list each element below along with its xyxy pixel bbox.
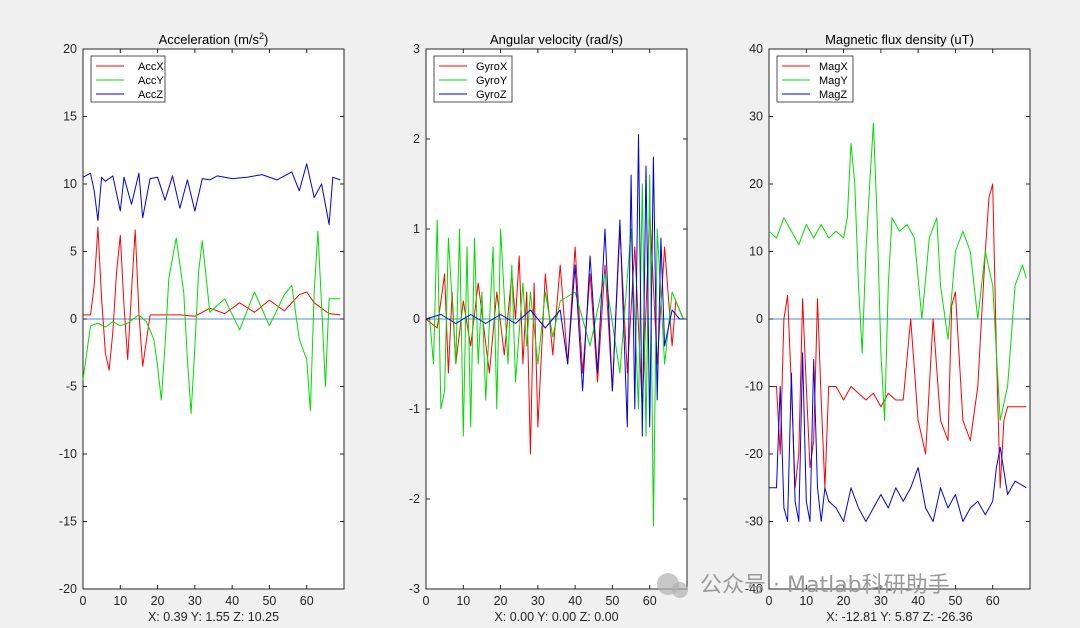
x-tick-label: 40 (568, 594, 582, 608)
y-tick-label: -2 (409, 492, 420, 506)
axes-title: Magnetic flux density (uT) (825, 32, 974, 47)
y-tick-label: 15 (63, 110, 77, 124)
y-tick-label: 20 (749, 177, 763, 191)
series-line-gyroz (425, 134, 684, 437)
y-tick-label: -20 (745, 447, 763, 461)
series-line-magz (769, 352, 1027, 522)
series-line-accz (82, 163, 341, 225)
series-line-magx (769, 183, 1027, 489)
axes-acceleration[interactable]: 0 10 20 30 40 50 60 -20 -15 -10 -5 0 5 10 15 20 Acceler… (59, 31, 345, 624)
x-tick-label: 0 (423, 594, 430, 608)
y-tick-label: -10 (745, 380, 763, 394)
x-tick-label: 30 (531, 594, 545, 608)
tick-group: 0 10 20 30 40 50 60 -20 -15 -10 -5 0 5 10 15 20 (59, 42, 344, 608)
legend-label-accz: AccZ (138, 89, 163, 101)
watermark: 公众号 · Matlab科研助手 (657, 573, 950, 598)
cursor-readout: X: -12.81 Y: 5.87 Z: -26.36 (826, 610, 972, 624)
axes-title: Angular velocity (rad/s) (490, 32, 623, 47)
axes-title: Acceleration (m/s2) (159, 31, 269, 47)
legend-label-accx: AccX (138, 61, 164, 73)
cursor-readout: X: 0.00 Y: 0.00 Z: 0.00 (494, 610, 618, 624)
legend-label-accy: AccY (138, 75, 164, 87)
legend[interactable]: MagX MagY MagZ (776, 55, 854, 103)
x-tick-label: 0 (766, 594, 773, 608)
x-tick-label: 20 (837, 594, 851, 608)
y-tick-label: 10 (63, 177, 77, 191)
x-tick-label: 10 (456, 594, 470, 608)
y-tick-label: 5 (70, 245, 77, 259)
series-line-gyroy (426, 174, 684, 527)
legend-label-gyrox: GyroX (476, 61, 508, 73)
y-tick-label: 0 (756, 312, 763, 326)
y-tick-label: -30 (745, 515, 763, 529)
x-tick-label: 50 (262, 594, 276, 608)
legend-label-gyroz: GyroZ (476, 89, 507, 101)
x-tick-label: 50 (948, 594, 962, 608)
y-tick-label: -15 (59, 515, 77, 529)
title-superscript: 2 (259, 31, 264, 41)
y-tick-label: 10 (749, 245, 763, 259)
tick-group: 0 10 20 30 40 50 60 -3 -2 -1 0 1 2 3 (409, 42, 687, 608)
y-tick-label: 1 (413, 222, 420, 236)
legend-label-magx: MagX (819, 61, 848, 73)
x-tick-label: 40 (225, 594, 239, 608)
axes-angular-velocity[interactable]: 0 10 20 30 40 50 60 -3 -2 -1 0 1 2 3 Angular velocity… (409, 32, 688, 624)
series-group (768, 122, 1027, 522)
axes-magnetic-flux[interactable]: 0 10 20 30 40 50 60 -40 -30 -20 -10 0 10 20 30 40 Magne… (745, 32, 1031, 624)
legend-label-magy: MagY (819, 75, 848, 87)
x-tick-label: 40 (911, 594, 925, 608)
x-tick-label: 20 (151, 594, 165, 608)
cursor-readout: X: 0.39 Y: 1.55 Z: 10.25 (148, 610, 279, 624)
x-tick-label: 30 (188, 594, 202, 608)
x-tick-label: 60 (643, 594, 657, 608)
y-tick-label: 30 (749, 110, 763, 124)
y-tick-label: 0 (70, 312, 77, 326)
tick-group: 0 10 20 30 40 50 60 -40 -30 -20 -10 0 10 20 30 40 (745, 42, 1030, 608)
series-line-accx (83, 226, 341, 371)
series-line-accy (82, 230, 341, 414)
y-tick-label: 40 (749, 42, 763, 56)
y-tick-label: -20 (59, 582, 77, 596)
legend[interactable]: GyroX GyroY GyroZ (433, 55, 513, 103)
y-tick-label: -10 (59, 447, 77, 461)
y-tick-label: 0 (413, 312, 420, 326)
y-tick-label: -1 (409, 402, 420, 416)
y-tick-label: -40 (745, 582, 763, 596)
x-tick-label: 0 (80, 594, 87, 608)
legend-label-magz: MagZ (819, 89, 847, 101)
watermark-text: 公众号 · Matlab科研助手 (700, 573, 950, 598)
x-tick-label: 60 (986, 594, 1000, 608)
series-line-magy (768, 122, 1027, 421)
legend-label-gyroy: GyroY (476, 75, 508, 87)
y-tick-label: 3 (413, 42, 420, 56)
x-tick-label: 50 (605, 594, 619, 608)
series-group (425, 134, 684, 527)
series-group (82, 163, 341, 414)
y-tick-label: -3 (409, 582, 420, 596)
x-tick-label: 60 (300, 594, 314, 608)
x-tick-label: 10 (799, 594, 813, 608)
series-line-gyrox (425, 210, 684, 455)
legend[interactable]: AccX AccY AccZ (90, 55, 166, 103)
y-tick-label: -5 (66, 380, 77, 394)
x-tick-label: 20 (494, 594, 508, 608)
y-tick-label: 2 (413, 132, 420, 146)
x-tick-label: 10 (113, 594, 127, 608)
x-tick-label: 30 (874, 594, 888, 608)
wechat-icon-bubble (672, 582, 688, 598)
y-tick-label: 20 (63, 42, 77, 56)
